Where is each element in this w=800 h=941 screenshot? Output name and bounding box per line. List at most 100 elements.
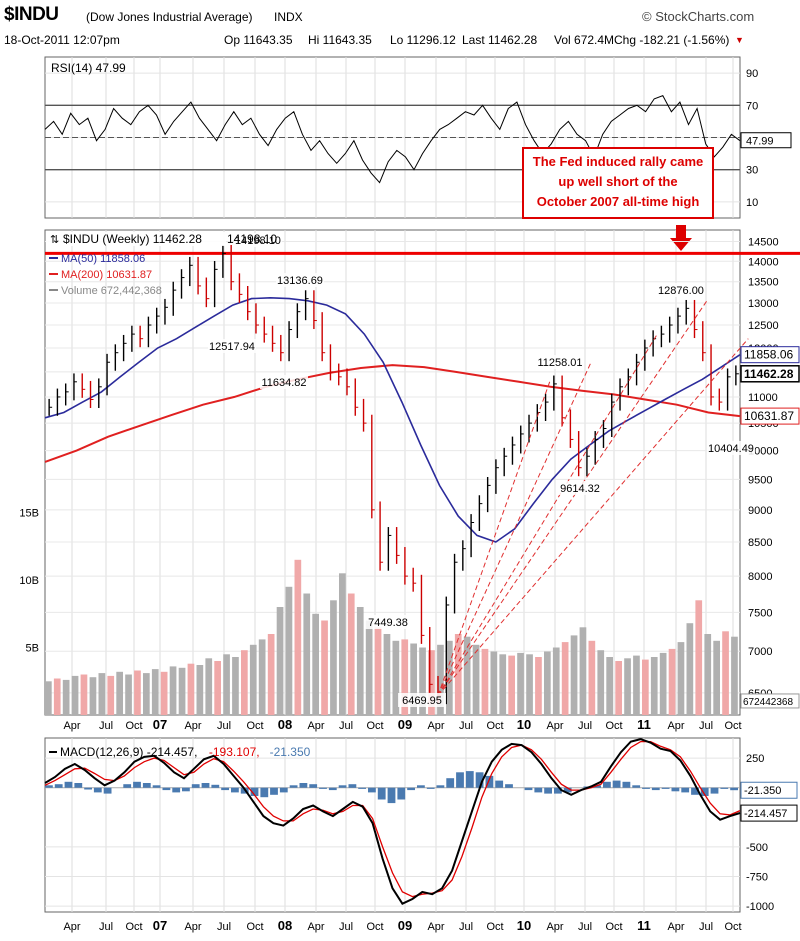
price-extreme-label-bg bbox=[276, 273, 324, 287]
macd-histogram-bar bbox=[456, 772, 464, 788]
macd-histogram-bar bbox=[495, 780, 504, 788]
trendline bbox=[437, 362, 592, 696]
volume-tick-label: 5B bbox=[26, 643, 39, 655]
macd-histogram-bar bbox=[720, 787, 729, 789]
macd-histogram-bar bbox=[730, 787, 738, 791]
trendline bbox=[437, 333, 658, 696]
price-extreme-label-bg bbox=[260, 375, 308, 389]
volume-label: Vol 672.4M bbox=[554, 33, 615, 47]
price-high-label: 14198.10 bbox=[227, 232, 277, 246]
macd-x-tick-label: Oct bbox=[246, 921, 263, 933]
change-down-icon: ▼ bbox=[735, 35, 744, 45]
open-label: Op 11643.35 bbox=[224, 33, 293, 47]
macd-histogram-bar bbox=[377, 787, 386, 800]
macd-histogram-bar bbox=[563, 787, 572, 793]
volume-bar bbox=[454, 634, 462, 715]
macd-histogram-bar bbox=[74, 783, 83, 788]
macd-histogram-bar bbox=[593, 785, 601, 788]
ma50-line bbox=[44, 296, 741, 543]
volume-bar bbox=[490, 651, 498, 715]
volume-bar bbox=[241, 650, 248, 715]
price-extreme-label: 12876.00 bbox=[658, 285, 704, 297]
macd-signal-line bbox=[44, 740, 741, 898]
price-x-tick-label: Jul bbox=[578, 720, 592, 732]
macd-histogram-bar bbox=[681, 787, 690, 793]
trendline bbox=[437, 381, 551, 696]
macd-histogram-bar bbox=[299, 783, 308, 788]
volume-bar bbox=[187, 663, 195, 715]
price-extreme-label-bg bbox=[234, 233, 282, 247]
volume-bar bbox=[214, 661, 221, 715]
price-x-tick-label: Apr bbox=[427, 720, 444, 732]
price-tick-label: 7500 bbox=[748, 607, 772, 619]
exchange-label: INDX bbox=[274, 10, 303, 24]
volume-bar bbox=[650, 657, 658, 715]
price-tick-label: 13000 bbox=[748, 298, 779, 310]
macd-x-tick-label: Jul bbox=[459, 921, 473, 933]
macd-histogram-bar bbox=[221, 787, 229, 791]
price-x-tick-label: Jul bbox=[699, 720, 713, 732]
price-x-tick-label: 11 bbox=[637, 717, 651, 732]
price-tick-label: 10000 bbox=[748, 446, 779, 458]
macd-histogram-bar bbox=[319, 787, 327, 789]
price-x-tick-label: Jul bbox=[99, 720, 113, 732]
macd-histogram-bar bbox=[603, 781, 611, 788]
macd-line bbox=[44, 738, 741, 905]
macd-histogram-bar bbox=[417, 785, 425, 788]
macd-histogram-bar bbox=[387, 787, 396, 804]
ma200-line bbox=[44, 364, 741, 463]
price-tick-label: 14500 bbox=[748, 237, 779, 249]
macd-x-tick-label: 09 bbox=[398, 918, 412, 933]
volume-bar bbox=[151, 669, 159, 715]
price-icon: ⇅ bbox=[50, 234, 59, 246]
price-tick-label: 7000 bbox=[748, 646, 772, 658]
price-x-tick-label: Jul bbox=[217, 720, 231, 732]
macd-x-tick-label: Apr bbox=[184, 921, 201, 933]
macd-histogram-bar bbox=[534, 787, 543, 793]
legend-label: MA(200) 10631.87 bbox=[61, 269, 152, 281]
volume-bar bbox=[526, 654, 533, 716]
volume-bar bbox=[160, 671, 168, 715]
rsi-tick-label: 10 bbox=[746, 197, 758, 209]
macd-x-tick-label: Apr bbox=[63, 921, 80, 933]
price-x-tick-label: Apr bbox=[667, 720, 684, 732]
macd-histogram-bar bbox=[622, 781, 631, 788]
macd-x-tick-label: Jul bbox=[699, 921, 713, 933]
macd-x-tick-label: Oct bbox=[486, 921, 503, 933]
macd-histogram-bar bbox=[544, 787, 552, 794]
macd-histogram-bar bbox=[45, 785, 53, 788]
macd-panel-frame bbox=[44, 737, 741, 913]
macd-histogram-bar bbox=[84, 787, 92, 790]
macd-histogram-bar bbox=[103, 787, 112, 794]
price-extreme-label-bg bbox=[208, 339, 256, 353]
macd-histogram-bar bbox=[661, 787, 670, 789]
high-label: Hi 11643.35 bbox=[308, 33, 372, 47]
last-label: Last 11462.28 bbox=[462, 33, 538, 47]
macd-axis-badge bbox=[740, 781, 798, 799]
symbol-title: $INDU bbox=[4, 4, 59, 25]
price-axis-badge-label: 10631.87 bbox=[744, 409, 794, 423]
macd-x-tick-label: Oct bbox=[125, 921, 142, 933]
macd-tick-label: 250 bbox=[746, 753, 764, 765]
price-extreme-label: 7449.38 bbox=[368, 617, 408, 629]
macd-histogram-bar bbox=[64, 781, 73, 788]
volume-bar bbox=[686, 623, 694, 715]
macd-x-tick-label: Jul bbox=[339, 921, 353, 933]
volume-bar bbox=[624, 658, 631, 715]
volume-bar bbox=[267, 634, 275, 715]
volume-bar bbox=[312, 613, 319, 716]
macd-x-tick-label: 07 bbox=[153, 918, 167, 933]
price-x-tick-label: Oct bbox=[125, 720, 142, 732]
volume-bar bbox=[303, 593, 311, 715]
volume-bar bbox=[579, 627, 587, 716]
volume-bar bbox=[143, 673, 150, 715]
volume-bar bbox=[107, 675, 115, 715]
rsi-title: RSI(14) 47.99 bbox=[51, 61, 126, 75]
volume-bar bbox=[374, 627, 382, 716]
macd-axis-badge-label: -21.350 bbox=[744, 785, 781, 797]
volume-last-label: 672442368 bbox=[743, 697, 793, 708]
volume-bar bbox=[544, 651, 551, 715]
price-axis-badge bbox=[740, 365, 800, 383]
price-x-tick-label: 07 bbox=[153, 717, 167, 732]
volume-bar bbox=[499, 654, 507, 716]
